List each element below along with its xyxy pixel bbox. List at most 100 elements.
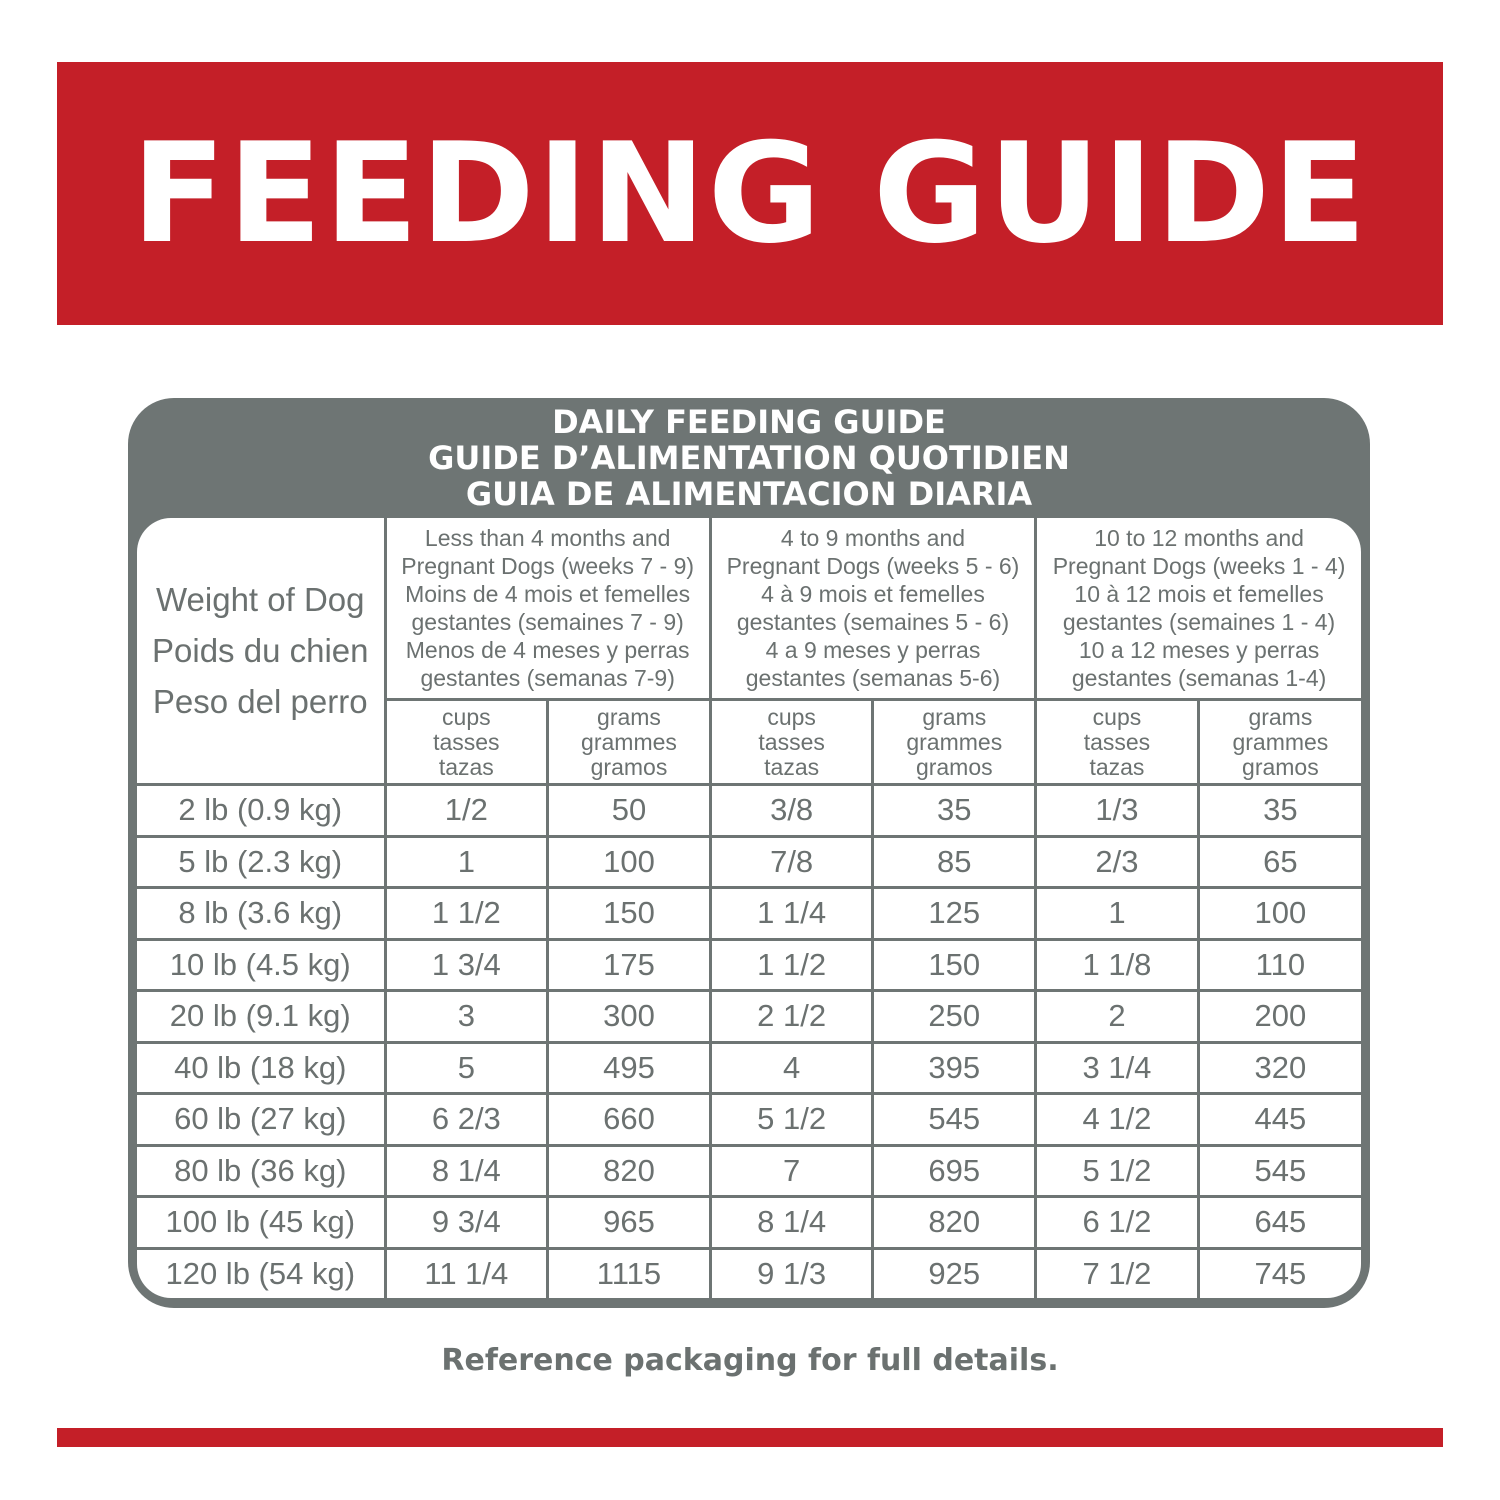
grams-cell: 820	[871, 1195, 1038, 1250]
table-row: 120 lb (54 kg) 11 1/4 1115 9 1/3 925 7 1/2 745	[137, 1246, 1361, 1298]
cups-cell: 1 1/2	[383, 886, 550, 941]
unit-label: tazas	[438, 753, 494, 780]
cups-cell: 3/8	[708, 783, 875, 838]
grams-cell: 300	[546, 989, 712, 1044]
footer-note: Reference packaging for full details.	[441, 1343, 1059, 1378]
cups-header: cups tasses tazas	[385, 698, 550, 786]
table-row: 60 lb (27 kg) 6 2/3 660 5 1/2 545 4 1/2 445	[137, 1092, 1361, 1147]
unit-label: gramos	[915, 753, 993, 780]
grams-cell: 100	[1196, 886, 1361, 941]
page-title: FEEDING GUIDE	[131, 112, 1369, 274]
grams-cell: 545	[1196, 1143, 1361, 1198]
grams-cell: 200	[1196, 989, 1361, 1044]
grams-cell: 1115	[546, 1246, 712, 1298]
cups-cell: 2/3	[1034, 834, 1200, 889]
group-line: Moins de 4 mois et femelles	[405, 581, 691, 607]
cups-cell: 1 1/4	[708, 886, 875, 941]
group-line: gestantes (semaines 7 - 9)	[411, 609, 684, 635]
heading-line-fr: GUIDE D’ALIMENTATION QUOTIDIEN	[428, 439, 1070, 477]
group-line: 4 to 9 months and	[780, 525, 966, 551]
unit-label: tazas	[1089, 753, 1145, 780]
cups-cell: 8 1/4	[383, 1143, 550, 1198]
group-line: 4 à 9 mois et femelles	[761, 581, 985, 607]
bottom-rule	[57, 1428, 1443, 1447]
unit-label: grammes	[1232, 728, 1329, 755]
grams-header: grams grammes gramos	[871, 698, 1038, 786]
grams-cell: 110	[1196, 937, 1361, 992]
group-line: gestantes (semanas 5-6)	[745, 665, 1001, 691]
cups-cell: 6 2/3	[383, 1092, 550, 1147]
cups-cell: 7/8	[708, 834, 875, 889]
group-line: 4 a 9 meses y perras	[765, 637, 981, 663]
grams-cell: 65	[1196, 834, 1361, 889]
group-line: Pregnant Dogs (weeks 7 - 9)	[401, 553, 695, 579]
grams-cell: 925	[871, 1246, 1038, 1298]
weight-cell: 20 lb (9.1 kg)	[137, 989, 387, 1044]
card-heading: DAILY FEEDING GUIDE GUIDE D’ALIMENTATION…	[128, 404, 1370, 512]
grams-cell: 395	[871, 1040, 1038, 1095]
grams-cell: 35	[1196, 783, 1361, 838]
heading-line-es: GUIA DE ALIMENTACION DIARIA	[465, 475, 1033, 513]
weight-cell: 40 lb (18 kg)	[137, 1040, 387, 1095]
cups-header: cups tasses tazas	[1034, 698, 1200, 786]
grams-cell: 100	[546, 834, 712, 889]
unit-label: grams	[597, 703, 661, 730]
cups-cell: 6 1/2	[1034, 1195, 1200, 1250]
group-header-10-to-12-months: 10 to 12 months and Pregnant Dogs (weeks…	[1034, 518, 1361, 701]
group-line: gestantes (semaines 5 - 6)	[736, 609, 1010, 635]
group-line: 10 to 12 months and	[1094, 525, 1304, 551]
grams-cell: 645	[1196, 1195, 1361, 1250]
unit-label: grammes	[581, 728, 677, 755]
feeding-table: Weight of Dog Poids du chien Peso del pe…	[137, 518, 1361, 1298]
table-row: 20 lb (9.1 kg) 3 300 2 1/2 250 2 200	[137, 989, 1361, 1044]
cups-cell: 1 1/8	[1034, 937, 1200, 992]
unit-label: cups	[1092, 703, 1142, 730]
cups-cell: 5	[383, 1040, 550, 1095]
cups-cell: 1 3/4	[383, 937, 550, 992]
weight-cell: 5 lb (2.3 kg)	[137, 834, 387, 889]
grams-cell: 35	[871, 783, 1038, 838]
cups-cell: 2	[1034, 989, 1200, 1044]
grams-cell: 820	[546, 1143, 712, 1198]
unit-label: tasses	[758, 728, 825, 755]
cups-cell: 1/2	[383, 783, 550, 838]
grams-cell: 695	[871, 1143, 1038, 1198]
grams-cell: 445	[1196, 1092, 1361, 1147]
weight-cell: 80 lb (36 kg)	[137, 1143, 387, 1198]
feeding-guide-card: DAILY FEEDING GUIDE GUIDE D’ALIMENTATION…	[128, 398, 1370, 1308]
unit-label: cups	[442, 703, 491, 730]
grams-cell: 50	[546, 783, 712, 838]
unit-label: gramos	[590, 753, 668, 780]
grams-header: grams grammes gramos	[1196, 698, 1361, 786]
grams-header: grams grammes gramos	[546, 698, 712, 786]
cups-cell: 3	[383, 989, 550, 1044]
grams-cell: 660	[546, 1092, 712, 1147]
cups-cell: 1/3	[1034, 783, 1200, 838]
group-line: gestantes (semaines 1 - 4)	[1062, 609, 1336, 635]
unit-label: cups	[767, 703, 816, 730]
heading-line-en: DAILY FEEDING GUIDE	[552, 403, 946, 441]
group-line: gestantes (semanas 7-9)	[420, 665, 675, 691]
cups-cell: 9 1/3	[708, 1246, 875, 1298]
cups-cell: 4 1/2	[1034, 1092, 1200, 1147]
grams-cell: 745	[1196, 1246, 1361, 1298]
table-row: 2 lb (0.9 kg) 1/2 50 3/8 35 1/3 35	[137, 783, 1361, 838]
table-row: 40 lb (18 kg) 5 495 4 395 3 1/4 320	[137, 1040, 1361, 1095]
grams-cell: 150	[546, 886, 712, 941]
group-line: Menos de 4 meses y perras	[405, 637, 690, 663]
title-banner: FEEDING GUIDE	[57, 62, 1443, 325]
grams-cell: 320	[1196, 1040, 1361, 1095]
group-line: Pregnant Dogs (weeks 1 - 4)	[1052, 553, 1346, 579]
weight-cell: 120 lb (54 kg)	[137, 1246, 387, 1298]
weight-header-fr: Poids du chien	[152, 632, 369, 669]
cups-cell: 1	[383, 834, 550, 889]
group-line: gestantes (semanas 1-4)	[1071, 665, 1327, 691]
unit-label: tasses	[1083, 728, 1151, 755]
grams-cell: 545	[871, 1092, 1038, 1147]
cups-cell: 8 1/4	[708, 1195, 875, 1250]
weight-header-es: Peso del perro	[152, 683, 368, 720]
group-line: Less than 4 months and	[424, 525, 671, 551]
weight-cell: 100 lb (45 kg)	[137, 1195, 387, 1250]
table-row: 80 lb (36 kg) 8 1/4 820 7 695 5 1/2 545	[137, 1143, 1361, 1198]
group-header-under-4-months: Less than 4 months and Pregnant Dogs (we…	[383, 518, 712, 701]
